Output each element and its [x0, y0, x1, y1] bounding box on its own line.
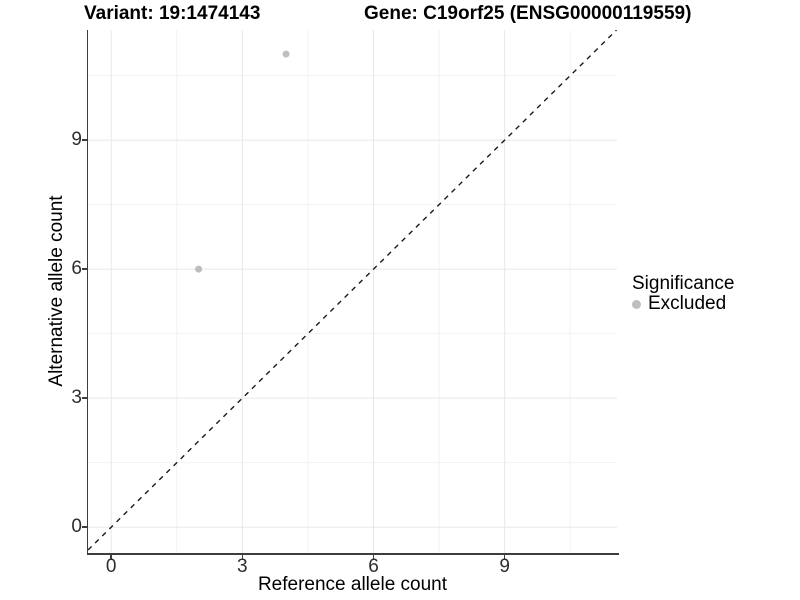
y-tick-label: 3 [71, 387, 82, 409]
identity-reference-line [88, 30, 617, 551]
plot-panel [88, 30, 617, 553]
legend-point-icon [632, 299, 641, 309]
y-tick-mark [82, 139, 87, 141]
y-axis-title: Alternative allele count [46, 195, 67, 387]
x-tick-mark [110, 554, 112, 560]
x-tick-mark [372, 554, 375, 560]
y-axis-line [86, 30, 88, 555]
data-point [282, 50, 290, 58]
x-tick-mark [241, 554, 244, 560]
legend-title: Significance [632, 273, 735, 294]
y-tick-label: 9 [71, 129, 82, 151]
y-tick-mark [82, 397, 87, 399]
x-tick-mark [503, 554, 506, 560]
y-tick-mark [82, 268, 87, 270]
x-tick-label: 6 [368, 556, 379, 577]
data-point [195, 265, 203, 273]
gene-title: Gene: C19orf25 (ENSG00000119559) [364, 3, 692, 24]
x-tick-label: 3 [237, 556, 248, 577]
y-tick-mark [82, 526, 87, 528]
y-tick-label: 6 [71, 258, 82, 280]
variant-title: Variant: 19:1474143 [84, 3, 261, 24]
legend-item-excluded: Excluded [632, 293, 734, 315]
x-tick-label: 9 [499, 556, 510, 577]
x-axis-line [86, 553, 619, 555]
x-tick-label: 0 [105, 556, 117, 577]
y-tick-label: 0 [71, 516, 82, 538]
legend-item-label: Excluded [648, 293, 727, 314]
legend: Significance Excluded [632, 273, 734, 315]
plot-canvas [88, 30, 617, 553]
x-axis-title: Reference allele count [257, 574, 448, 595]
